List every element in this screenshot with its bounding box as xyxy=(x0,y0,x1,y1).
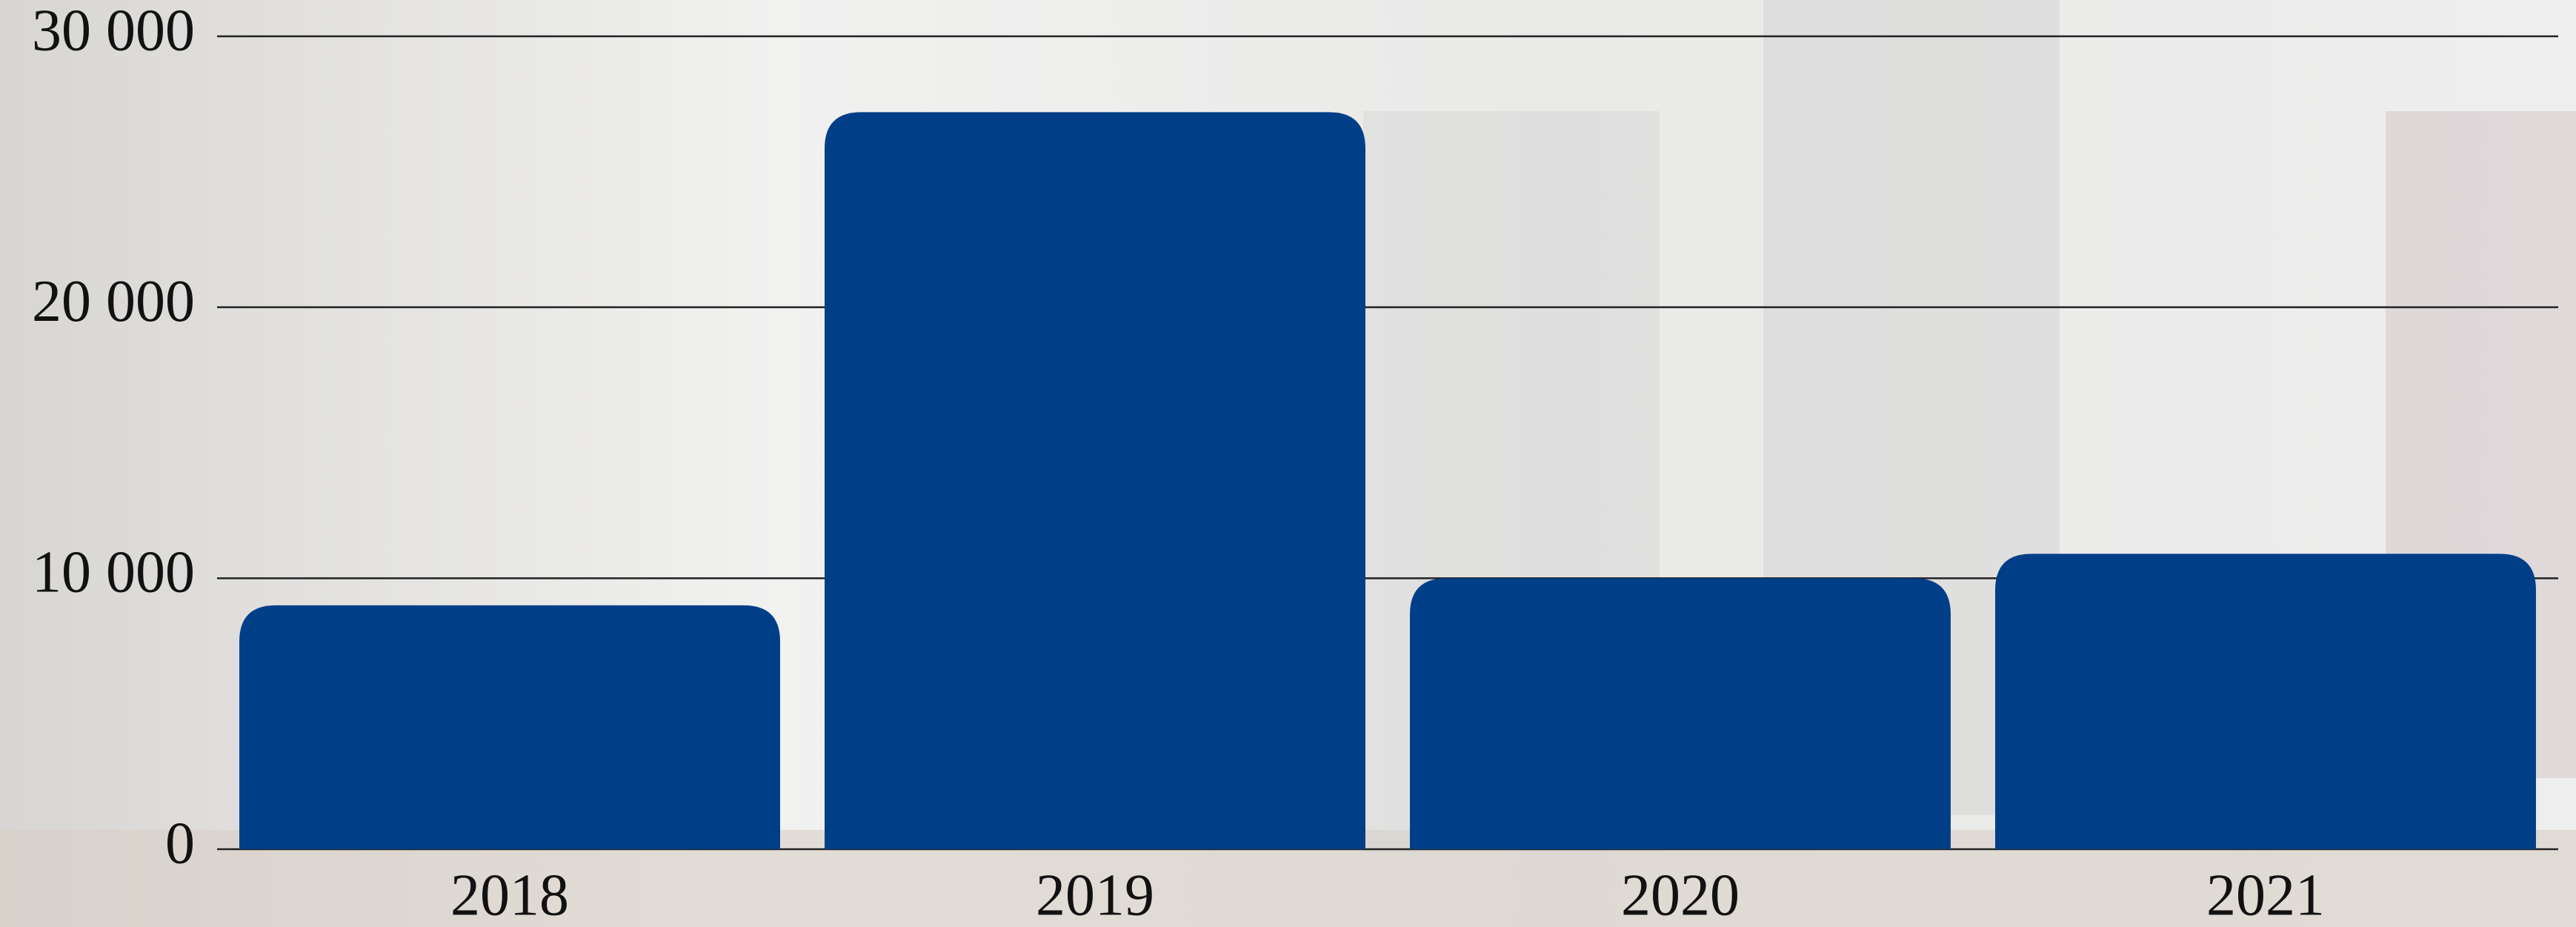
bar xyxy=(1410,578,1951,849)
y-tick-label: 10 000 xyxy=(32,540,195,605)
y-tick-label: 20 000 xyxy=(32,269,195,334)
y-tick-label: 0 xyxy=(165,811,195,876)
x-tick-label: 2019 xyxy=(1036,863,1154,927)
x-tick-label: 2020 xyxy=(1621,863,1740,927)
bar xyxy=(825,112,1365,850)
y-tick-label: 30 000 xyxy=(32,0,195,63)
bar xyxy=(239,605,780,849)
x-tick-label: 2021 xyxy=(2206,863,2325,927)
x-tick-label: 2018 xyxy=(450,863,569,927)
bar xyxy=(1995,554,2536,849)
